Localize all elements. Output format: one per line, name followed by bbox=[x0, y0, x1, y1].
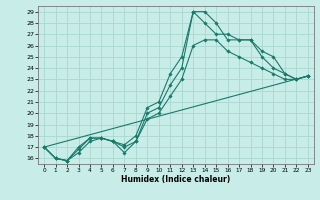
X-axis label: Humidex (Indice chaleur): Humidex (Indice chaleur) bbox=[121, 175, 231, 184]
